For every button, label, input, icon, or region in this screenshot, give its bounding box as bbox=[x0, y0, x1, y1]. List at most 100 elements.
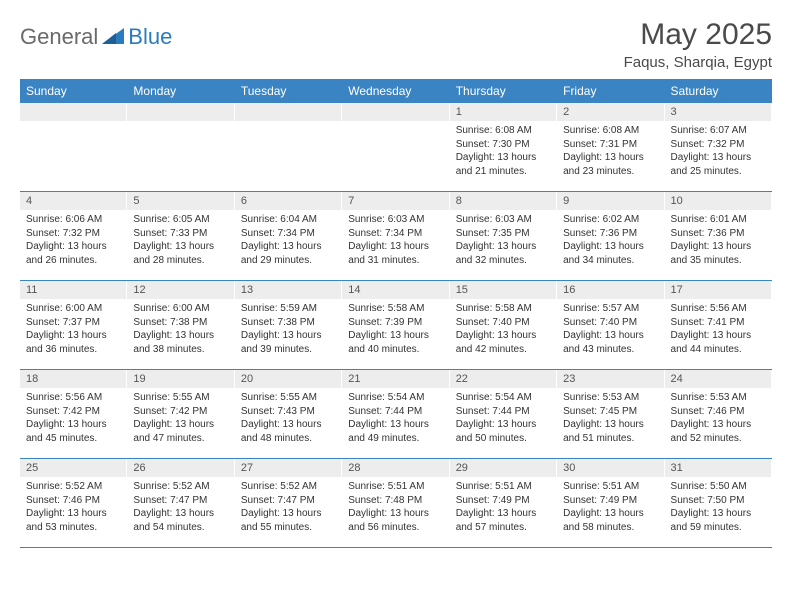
sunrise-line: Sunrise: 6:08 AM bbox=[563, 124, 657, 138]
day-cell: 11Sunrise: 6:00 AMSunset: 7:37 PMDayligh… bbox=[20, 281, 127, 369]
daylight-line-1: Daylight: 13 hours bbox=[133, 507, 227, 521]
week-row: 1Sunrise: 6:08 AMSunset: 7:30 PMDaylight… bbox=[20, 103, 772, 192]
sunset-line: Sunset: 7:47 PM bbox=[133, 494, 227, 508]
day-number: 20 bbox=[235, 370, 341, 388]
sunset-line: Sunset: 7:33 PM bbox=[133, 227, 227, 241]
day-number: 30 bbox=[557, 459, 663, 477]
day-body: Sunrise: 6:06 AMSunset: 7:32 PMDaylight:… bbox=[20, 210, 126, 270]
sunset-line: Sunset: 7:49 PM bbox=[563, 494, 657, 508]
sunset-line: Sunset: 7:34 PM bbox=[348, 227, 442, 241]
day-body: Sunrise: 6:03 AMSunset: 7:35 PMDaylight:… bbox=[450, 210, 556, 270]
daylight-line-2: and 56 minutes. bbox=[348, 521, 442, 535]
day-cell: 21Sunrise: 5:54 AMSunset: 7:44 PMDayligh… bbox=[342, 370, 449, 458]
sunrise-line: Sunrise: 5:52 AM bbox=[26, 480, 120, 494]
day-body: Sunrise: 5:59 AMSunset: 7:38 PMDaylight:… bbox=[235, 299, 341, 359]
day-number: 2 bbox=[557, 103, 663, 121]
sunset-line: Sunset: 7:47 PM bbox=[241, 494, 335, 508]
day-body: Sunrise: 5:51 AMSunset: 7:48 PMDaylight:… bbox=[342, 477, 448, 537]
daylight-line-2: and 35 minutes. bbox=[671, 254, 765, 268]
day-cell bbox=[127, 103, 234, 191]
day-number: 4 bbox=[20, 192, 126, 210]
sunrise-line: Sunrise: 5:54 AM bbox=[456, 391, 550, 405]
daylight-line-1: Daylight: 13 hours bbox=[348, 418, 442, 432]
sunrise-line: Sunrise: 6:00 AM bbox=[26, 302, 120, 316]
daylight-line-2: and 36 minutes. bbox=[26, 343, 120, 357]
day-cell: 19Sunrise: 5:55 AMSunset: 7:42 PMDayligh… bbox=[127, 370, 234, 458]
day-body: Sunrise: 5:54 AMSunset: 7:44 PMDaylight:… bbox=[342, 388, 448, 448]
daylight-line-1: Daylight: 13 hours bbox=[133, 329, 227, 343]
daylight-line-2: and 47 minutes. bbox=[133, 432, 227, 446]
day-cell: 8Sunrise: 6:03 AMSunset: 7:35 PMDaylight… bbox=[450, 192, 557, 280]
day-number: 8 bbox=[450, 192, 556, 210]
day-body: Sunrise: 5:58 AMSunset: 7:39 PMDaylight:… bbox=[342, 299, 448, 359]
day-number: 7 bbox=[342, 192, 448, 210]
day-cell: 23Sunrise: 5:53 AMSunset: 7:45 PMDayligh… bbox=[557, 370, 664, 458]
daylight-line-1: Daylight: 13 hours bbox=[241, 507, 335, 521]
logo-text-blue: Blue bbox=[128, 24, 172, 50]
daylight-line-2: and 31 minutes. bbox=[348, 254, 442, 268]
day-number: 14 bbox=[342, 281, 448, 299]
day-number bbox=[127, 103, 233, 121]
daylight-line-2: and 45 minutes. bbox=[26, 432, 120, 446]
weekday-tuesday: Tuesday bbox=[235, 79, 342, 103]
sunset-line: Sunset: 7:38 PM bbox=[133, 316, 227, 330]
sunrise-line: Sunrise: 6:02 AM bbox=[563, 213, 657, 227]
daylight-line-2: and 55 minutes. bbox=[241, 521, 335, 535]
logo: General Blue bbox=[20, 18, 172, 50]
day-cell: 4Sunrise: 6:06 AMSunset: 7:32 PMDaylight… bbox=[20, 192, 127, 280]
day-body: Sunrise: 5:57 AMSunset: 7:40 PMDaylight:… bbox=[557, 299, 663, 359]
day-cell: 31Sunrise: 5:50 AMSunset: 7:50 PMDayligh… bbox=[665, 459, 772, 547]
sunrise-line: Sunrise: 5:56 AM bbox=[26, 391, 120, 405]
sunset-line: Sunset: 7:35 PM bbox=[456, 227, 550, 241]
day-body: Sunrise: 6:02 AMSunset: 7:36 PMDaylight:… bbox=[557, 210, 663, 270]
daylight-line-1: Daylight: 13 hours bbox=[456, 418, 550, 432]
day-number: 31 bbox=[665, 459, 771, 477]
sunrise-line: Sunrise: 5:54 AM bbox=[348, 391, 442, 405]
day-cell bbox=[235, 103, 342, 191]
daylight-line-1: Daylight: 13 hours bbox=[671, 418, 765, 432]
sunrise-line: Sunrise: 6:00 AM bbox=[133, 302, 227, 316]
day-number: 27 bbox=[235, 459, 341, 477]
day-body: Sunrise: 6:05 AMSunset: 7:33 PMDaylight:… bbox=[127, 210, 233, 270]
day-number: 21 bbox=[342, 370, 448, 388]
sunset-line: Sunset: 7:38 PM bbox=[241, 316, 335, 330]
sunrise-line: Sunrise: 5:51 AM bbox=[348, 480, 442, 494]
day-number: 19 bbox=[127, 370, 233, 388]
day-cell: 3Sunrise: 6:07 AMSunset: 7:32 PMDaylight… bbox=[665, 103, 772, 191]
weekday-header-row: Sunday Monday Tuesday Wednesday Thursday… bbox=[20, 79, 772, 103]
daylight-line-2: and 40 minutes. bbox=[348, 343, 442, 357]
daylight-line-1: Daylight: 13 hours bbox=[348, 240, 442, 254]
sunset-line: Sunset: 7:46 PM bbox=[671, 405, 765, 419]
day-body: Sunrise: 5:52 AMSunset: 7:47 PMDaylight:… bbox=[127, 477, 233, 537]
logo-triangle-icon bbox=[102, 26, 124, 49]
weekday-thursday: Thursday bbox=[450, 79, 557, 103]
sunset-line: Sunset: 7:30 PM bbox=[456, 138, 550, 152]
weekday-wednesday: Wednesday bbox=[342, 79, 449, 103]
day-number bbox=[235, 103, 341, 121]
location-text: Faqus, Sharqia, Egypt bbox=[624, 54, 772, 71]
daylight-line-1: Daylight: 13 hours bbox=[456, 507, 550, 521]
daylight-line-2: and 32 minutes. bbox=[456, 254, 550, 268]
day-cell: 6Sunrise: 6:04 AMSunset: 7:34 PMDaylight… bbox=[235, 192, 342, 280]
month-title: May 2025 bbox=[624, 18, 772, 52]
daylight-line-2: and 48 minutes. bbox=[241, 432, 335, 446]
day-cell: 30Sunrise: 5:51 AMSunset: 7:49 PMDayligh… bbox=[557, 459, 664, 547]
daylight-line-2: and 25 minutes. bbox=[671, 165, 765, 179]
sunrise-line: Sunrise: 5:57 AM bbox=[563, 302, 657, 316]
header: General Blue May 2025 Faqus, Sharqia, Eg… bbox=[20, 18, 772, 71]
week-row: 25Sunrise: 5:52 AMSunset: 7:46 PMDayligh… bbox=[20, 459, 772, 548]
day-cell: 16Sunrise: 5:57 AMSunset: 7:40 PMDayligh… bbox=[557, 281, 664, 369]
sunset-line: Sunset: 7:39 PM bbox=[348, 316, 442, 330]
daylight-line-1: Daylight: 13 hours bbox=[671, 240, 765, 254]
sunrise-line: Sunrise: 6:07 AM bbox=[671, 124, 765, 138]
day-number bbox=[20, 103, 126, 121]
day-body: Sunrise: 6:08 AMSunset: 7:31 PMDaylight:… bbox=[557, 121, 663, 181]
day-cell: 28Sunrise: 5:51 AMSunset: 7:48 PMDayligh… bbox=[342, 459, 449, 547]
daylight-line-1: Daylight: 13 hours bbox=[456, 151, 550, 165]
sunrise-line: Sunrise: 5:59 AM bbox=[241, 302, 335, 316]
daylight-line-2: and 26 minutes. bbox=[26, 254, 120, 268]
day-body: Sunrise: 5:54 AMSunset: 7:44 PMDaylight:… bbox=[450, 388, 556, 448]
day-cell: 10Sunrise: 6:01 AMSunset: 7:36 PMDayligh… bbox=[665, 192, 772, 280]
daylight-line-1: Daylight: 13 hours bbox=[241, 240, 335, 254]
day-cell: 2Sunrise: 6:08 AMSunset: 7:31 PMDaylight… bbox=[557, 103, 664, 191]
